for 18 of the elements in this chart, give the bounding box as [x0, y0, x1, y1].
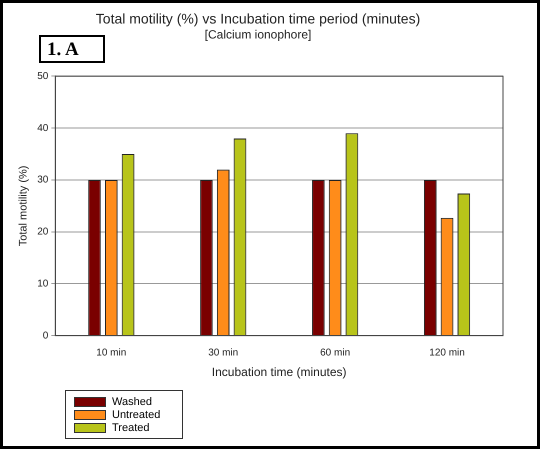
chart-title: Total motility (%) vs Incubation time period (minutes) [96, 10, 420, 26]
x-tick-label: 60 min [320, 347, 350, 358]
legend-label: Untreated [111, 408, 160, 421]
chart-subtitle: [Calcium ionophore] [204, 27, 312, 42]
text: 1. A [39, 35, 105, 63]
x-tick-label: 30 min [208, 347, 238, 358]
y-tick-label: 40 [37, 122, 49, 134]
y-tick-label: 10 [37, 278, 49, 290]
legend-label: Washed [111, 395, 153, 408]
y-tick-label: 20 [37, 226, 49, 238]
x-axis-title: Incubation time (minutes) [212, 365, 347, 380]
y-tick-label: 30 [37, 174, 49, 186]
y-tick-label: 50 [37, 70, 49, 82]
x-tick-label: 120 min [429, 347, 465, 358]
y-axis-title: Total motility (%) [18, 166, 30, 246]
y-tick-label: 0 [42, 330, 49, 342]
x-tick-label: 10 min [96, 347, 126, 358]
legend-label: Treated [111, 421, 151, 434]
